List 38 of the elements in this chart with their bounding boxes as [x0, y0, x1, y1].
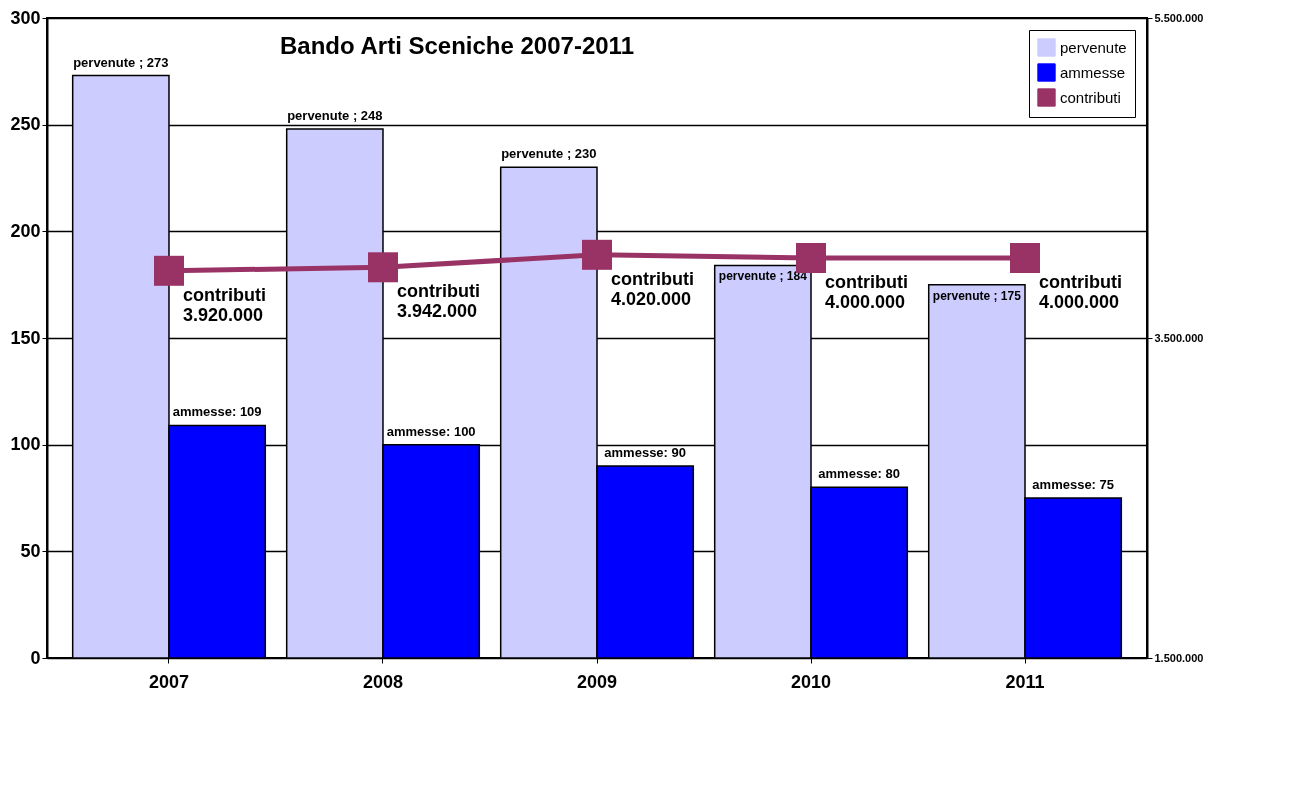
- y-tick-label: 50: [20, 540, 41, 561]
- y-tick-label: 150: [10, 327, 41, 348]
- data-label: ammesse: 75: [1032, 477, 1114, 492]
- data-label: contributi 4.000.000: [1039, 272, 1123, 312]
- legend-label: pervenute: [1060, 38, 1127, 56]
- y-tick-label: 100: [10, 434, 41, 455]
- data-label: contributi 3.942.000: [396, 281, 480, 322]
- data-label: pervenute ; 248: [287, 107, 383, 123]
- x-tick-label: 2008: [362, 671, 404, 692]
- data-label: pervenute ; 230: [501, 146, 597, 162]
- point: [796, 243, 827, 273]
- y2-tick-label: 5.500.000: [1154, 11, 1204, 24]
- legend-label: contributi: [1060, 88, 1121, 106]
- y-tick-label: 250: [10, 114, 41, 135]
- y-tick-label: 0: [30, 647, 41, 668]
- data-label: pervenute ; 175: [932, 288, 1022, 303]
- data-label: ammesse: 90: [604, 445, 686, 460]
- y-tick-label: 300: [10, 7, 41, 28]
- data-label: pervenute ; 273: [73, 54, 169, 70]
- point: [1010, 243, 1041, 273]
- y2-tick-label: 1.500.000: [1154, 651, 1204, 664]
- text: Bando Arti Sceniche 2007-2011: [280, 32, 634, 59]
- point: [582, 239, 612, 270]
- point: [153, 255, 184, 286]
- x-tick-label: 2009: [576, 671, 618, 692]
- x-tick-label: 2010: [790, 671, 832, 692]
- data-label: ammesse: 80: [818, 466, 900, 482]
- x-tick-label: 2011: [1005, 671, 1045, 692]
- data-label: contributi 3.920.000: [182, 284, 266, 325]
- data-label: contributi 4.000.000: [825, 272, 909, 312]
- y2-tick-label: 3.500.000: [1154, 331, 1204, 344]
- y-tick-label: 200: [10, 220, 41, 241]
- data-label: ammesse: 100: [386, 423, 476, 439]
- point: [367, 252, 398, 283]
- data-label: ammesse: 109: [172, 404, 262, 420]
- legend-label: ammesse: [1060, 63, 1126, 81]
- x-tick-label: 2007: [148, 671, 190, 692]
- data-label: contributi 4.020.000: [611, 268, 694, 309]
